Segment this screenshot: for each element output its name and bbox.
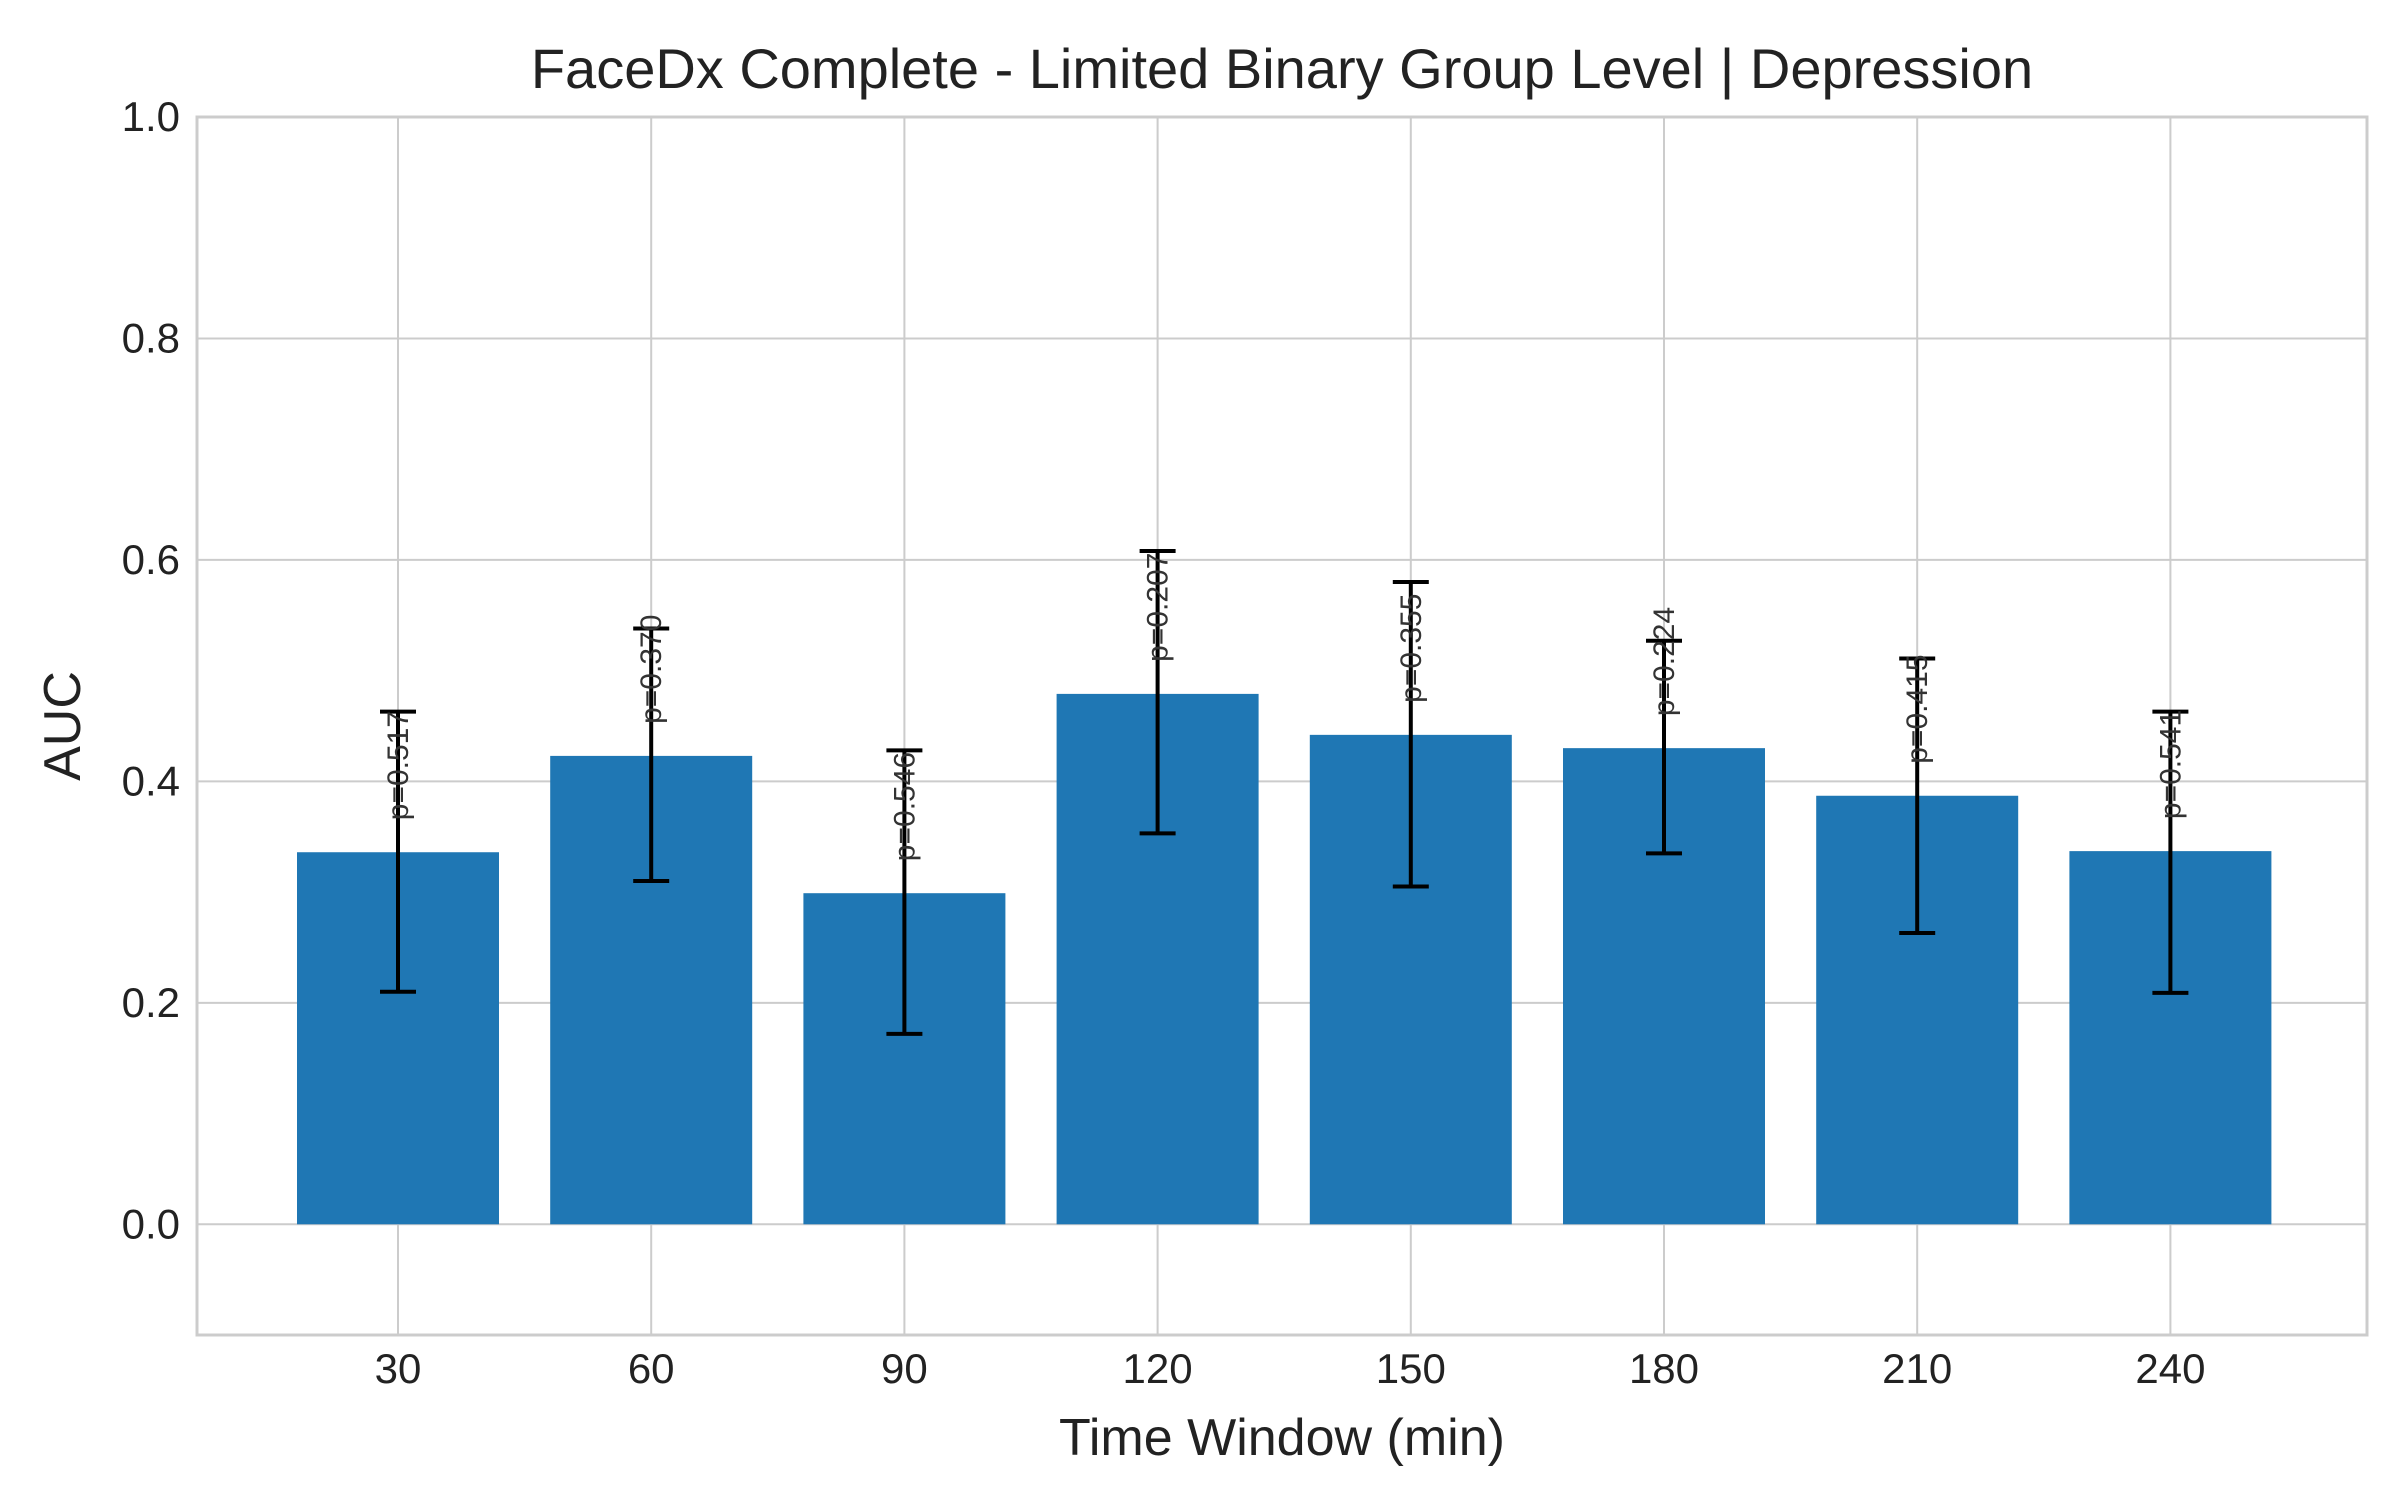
p-value-labels: p=0.517 p=0.370 p=0.546 p=0.207 p=0.355 p=0.2…	[382, 553, 2187, 862]
error-bar	[1646, 638, 1682, 856]
p-value-label: p=0.415	[1901, 654, 1934, 763]
p-value-label: p=0.541	[2154, 710, 2187, 819]
error-bar	[886, 748, 923, 1036]
error-bar	[2152, 709, 2189, 995]
x-tick-label: 30	[375, 1345, 422, 1392]
y-tick-label: 0.4	[122, 757, 180, 804]
y-tick-labels: 0.0 0.2 0.4 0.6 0.8 1.0	[122, 93, 180, 1247]
x-tick-label: 210	[1882, 1345, 1952, 1392]
error-bar	[1139, 549, 1176, 836]
p-value-label: p=0.207	[1142, 553, 1175, 662]
error-bar	[1392, 580, 1429, 889]
y-tick-label: 0.2	[122, 979, 180, 1026]
error-bar	[1899, 656, 1936, 936]
y-tick-label: 0.0	[122, 1200, 180, 1247]
bars	[297, 693, 2272, 1225]
x-tick-label: 240	[2135, 1345, 2205, 1392]
error-bars	[380, 549, 2189, 1036]
p-value-label: p=0.370	[635, 615, 668, 724]
x-axis-label: Time Window (min)	[1059, 1409, 1505, 1467]
p-value-label: p=0.355	[1395, 594, 1428, 703]
x-tick-label: 120	[1123, 1345, 1193, 1392]
p-value-label: p=0.224	[1648, 607, 1681, 716]
y-tick-label: 1.0	[122, 93, 180, 140]
p-value-label: p=0.546	[888, 752, 921, 861]
x-tick-label: 60	[628, 1345, 675, 1392]
p-value-label: p=0.517	[382, 711, 415, 820]
y-tick-label: 0.6	[122, 536, 180, 583]
x-tick-labels: 30 60 90 120 150 180 210 240	[375, 1345, 2206, 1392]
x-tick-label: 180	[1629, 1345, 1699, 1392]
x-tick-label: 90	[881, 1345, 928, 1392]
y-axis-label: AUC	[34, 671, 92, 781]
error-bar	[633, 626, 670, 884]
y-tick-label: 0.8	[122, 314, 180, 361]
x-tick-label: 150	[1376, 1345, 1446, 1392]
error-bar	[380, 709, 416, 994]
plot-frame	[195, 115, 2369, 1337]
chart-title: FaceDx Complete - Limited Binary Group L…	[531, 37, 2033, 100]
grid-lines	[197, 116, 2367, 1335]
